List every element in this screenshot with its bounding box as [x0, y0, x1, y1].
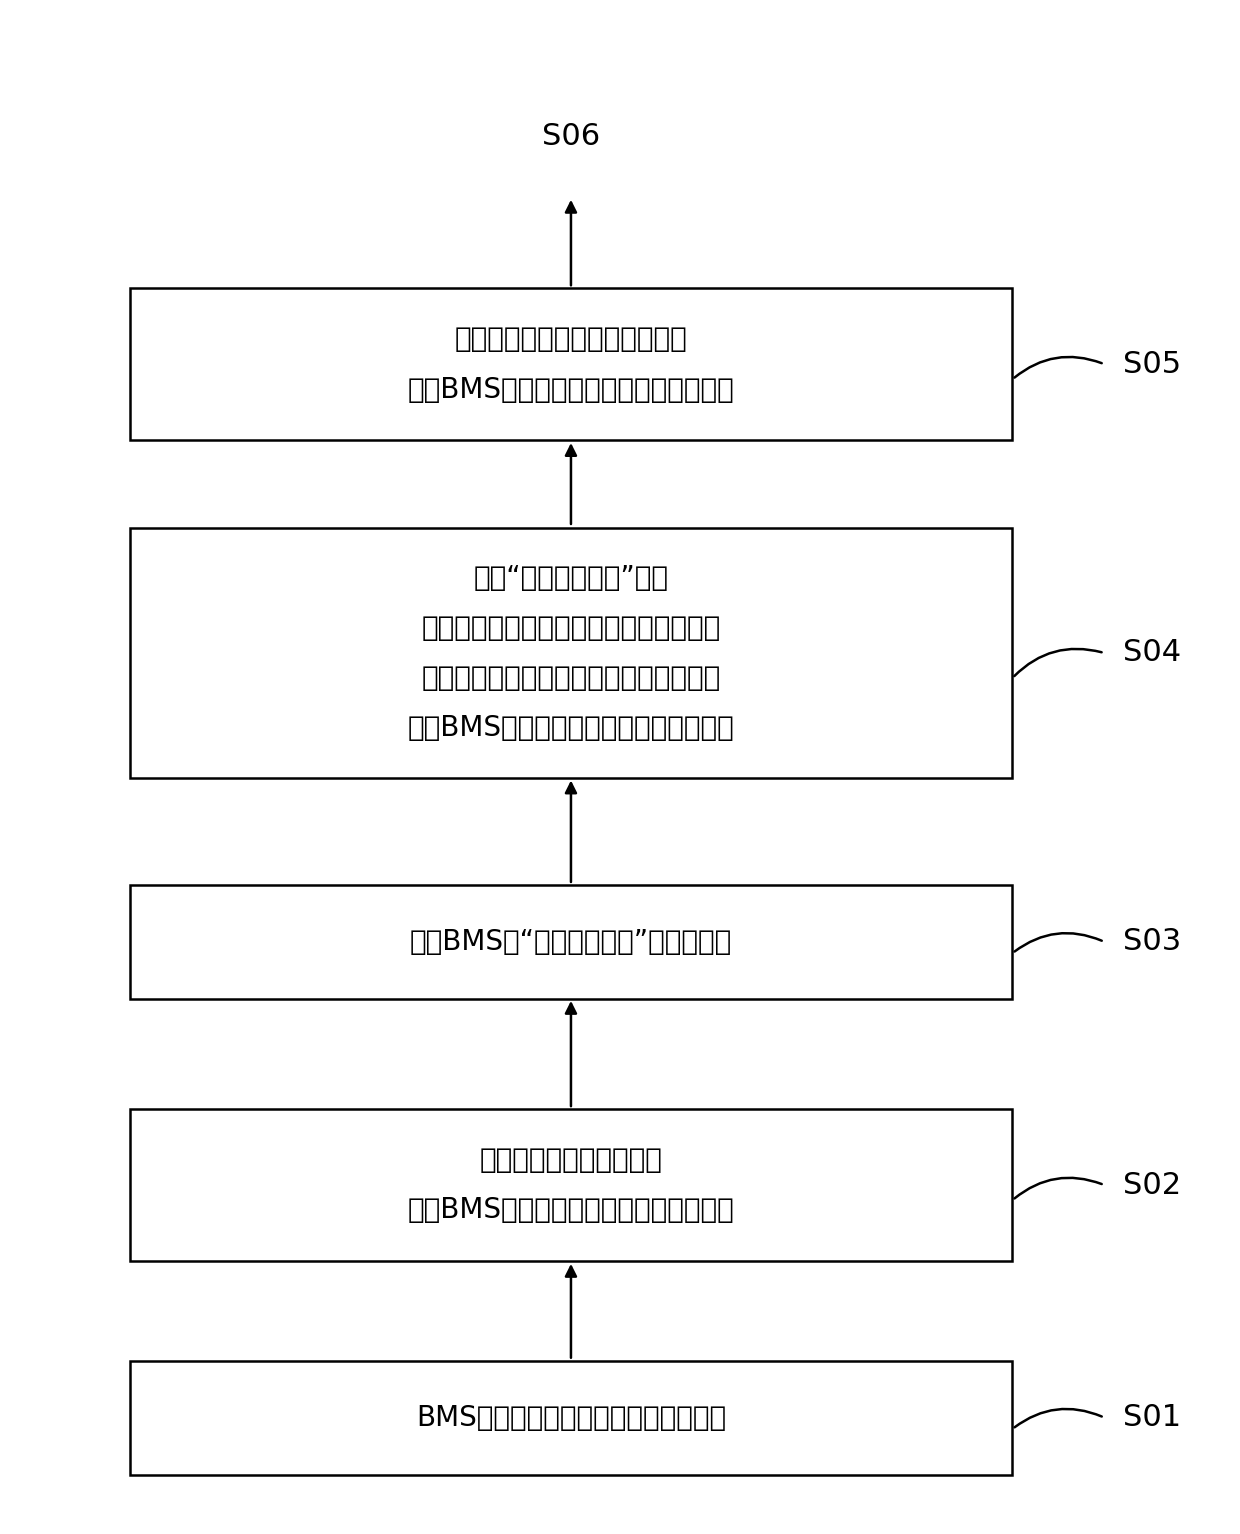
Text: S03: S03	[1122, 928, 1180, 956]
FancyBboxPatch shape	[129, 1361, 1012, 1474]
Text: 度下降至预设功率或电池包的电流以第一: 度下降至预设功率或电池包的电流以第一	[422, 664, 720, 692]
Text: 所述故障信息并开始第二次计时: 所述故障信息并开始第二次计时	[455, 325, 687, 353]
FancyBboxPatch shape	[129, 885, 1012, 999]
Text: S01: S01	[1122, 1404, 1180, 1433]
Text: 后付检测到所述故障信息: 后付检测到所述故障信息	[480, 1146, 662, 1174]
Text: 电流速度下降至预设电流并控制显示单元: 电流速度下降至预设电流并控制显示单元	[422, 614, 720, 641]
FancyBboxPatch shape	[129, 288, 1012, 440]
Text: 所述BMS控制电池包的功率以第一功率速: 所述BMS控制电池包的功率以第一功率速	[408, 715, 734, 742]
FancyBboxPatch shape	[129, 528, 1012, 778]
Text: 所述BMS将“故障一次诊断”标志位置位: 所述BMS将“故障一次诊断”标志位置位	[410, 928, 732, 956]
Text: S04: S04	[1122, 638, 1180, 667]
Text: 显示“故障一次诊断”信息: 显示“故障一次诊断”信息	[474, 565, 668, 592]
FancyBboxPatch shape	[129, 1109, 1012, 1261]
Text: 所述BMS在第一次计时达到第一预设时间: 所述BMS在第一次计时达到第一预设时间	[408, 1197, 734, 1224]
Text: S05: S05	[1122, 350, 1180, 379]
Text: S02: S02	[1122, 1170, 1180, 1200]
Text: 所述BMS每间隔一第二预设时间检测一次: 所述BMS每间隔一第二预设时间检测一次	[408, 376, 734, 403]
Text: S06: S06	[542, 121, 600, 150]
Text: BMS检测到故障信息并开始第一次计时: BMS检测到故障信息并开始第一次计时	[415, 1404, 725, 1431]
